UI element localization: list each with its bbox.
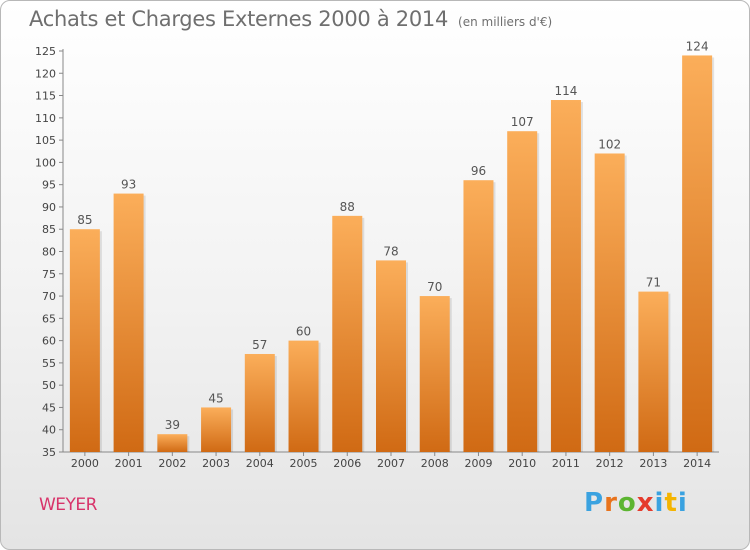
y-tick-label: 50 xyxy=(42,379,56,392)
logo-letter: P xyxy=(584,488,605,518)
y-tick-label: 85 xyxy=(42,223,56,236)
logo-letter: i xyxy=(654,488,665,518)
bar-2006 xyxy=(332,215,363,452)
bar-2014 xyxy=(682,55,713,452)
data-label: 96 xyxy=(471,164,486,178)
logo-letter: t xyxy=(664,488,678,518)
chart-unit: (en milliers d'€) xyxy=(458,15,553,29)
y-tick-label: 65 xyxy=(42,312,56,325)
commune-name: WEYER xyxy=(39,495,98,515)
x-tick-label: 2011 xyxy=(552,457,580,470)
y-tick-label: 95 xyxy=(42,179,56,192)
data-label: 60 xyxy=(296,325,311,339)
data-label: 114 xyxy=(554,84,577,98)
logo-letter: o xyxy=(617,488,637,518)
bar-2001 xyxy=(113,193,144,453)
chart-title: Achats et Charges Externes 2000 à 2014 xyxy=(29,7,449,31)
bar-2002 xyxy=(157,434,188,452)
data-label: 78 xyxy=(383,244,398,258)
x-tick-label: 2007 xyxy=(377,457,405,470)
y-tick-label: 110 xyxy=(35,112,56,125)
data-label: 71 xyxy=(646,276,661,290)
logo-letter: r xyxy=(604,488,618,518)
data-label: 102 xyxy=(598,137,621,151)
y-tick-label: 40 xyxy=(42,424,56,437)
y-tick-label: 55 xyxy=(42,357,56,370)
y-tick-label: 100 xyxy=(35,156,56,169)
data-label: 93 xyxy=(121,178,136,192)
y-tick-label: 75 xyxy=(42,268,56,281)
x-tick-label: 2014 xyxy=(683,457,711,470)
x-tick-label: 2012 xyxy=(596,457,624,470)
data-label: 70 xyxy=(427,280,442,294)
x-tick-label: 2006 xyxy=(333,457,361,470)
x-tick-label: 2003 xyxy=(202,457,230,470)
y-tick-label: 80 xyxy=(42,246,56,259)
data-label: 85 xyxy=(77,213,92,227)
bar-2011 xyxy=(550,100,581,452)
chart-title-block: Achats et Charges Externes 2000 à 2014 (e… xyxy=(29,7,552,31)
bar-2000 xyxy=(69,229,100,452)
bar-2003 xyxy=(201,407,232,452)
proxiti-logo[interactable]: Proxiti xyxy=(584,488,688,518)
data-label: 57 xyxy=(252,338,267,352)
logo-letter: i xyxy=(677,488,688,518)
y-tick-label: 115 xyxy=(35,90,56,103)
x-tick-label: 2004 xyxy=(246,457,274,470)
bar-2009 xyxy=(463,180,494,452)
chart-axes: 35 40 45 50 55 60 65 70 75 80 85 90 95 100 105 110 115 12… xyxy=(35,45,719,470)
bar-2012 xyxy=(594,153,625,452)
x-tick-label: 2009 xyxy=(464,457,492,470)
x-tick-label: 2013 xyxy=(639,457,667,470)
x-tick-label: 2001 xyxy=(115,457,143,470)
bar-2007 xyxy=(376,260,406,452)
x-tick-label: 2010 xyxy=(508,457,536,470)
data-label: 107 xyxy=(511,115,534,129)
x-tick-label: 2000 xyxy=(71,457,99,470)
bar-2008 xyxy=(419,296,450,452)
bar-2005 xyxy=(288,340,319,452)
x-tick-label: 2002 xyxy=(158,457,186,470)
x-tick-label: 2005 xyxy=(290,457,318,470)
y-tick-label: 45 xyxy=(42,401,56,414)
data-label: 88 xyxy=(340,200,355,214)
y-tick-label: 120 xyxy=(35,67,56,80)
x-tick-label: 2008 xyxy=(421,457,449,470)
y-tick-label: 125 xyxy=(35,45,56,58)
logo-letter: x xyxy=(636,488,655,518)
y-tick-label: 105 xyxy=(35,134,56,147)
chart-data-labels: 85 93 39 45 57 60 88 78 70 96 107 114 102 71 124 xyxy=(77,39,708,432)
y-tick-label: 60 xyxy=(42,335,56,348)
bar-2013 xyxy=(638,291,669,452)
bar-2004 xyxy=(244,353,275,452)
y-tick-label: 70 xyxy=(42,290,56,303)
data-label: 45 xyxy=(208,391,223,405)
y-tick-label: 35 xyxy=(42,446,56,459)
chart-bars xyxy=(69,55,715,453)
data-label: 124 xyxy=(686,39,709,53)
data-label: 39 xyxy=(165,418,180,432)
y-tick-label: 90 xyxy=(42,201,56,214)
bar-2010 xyxy=(507,131,538,452)
